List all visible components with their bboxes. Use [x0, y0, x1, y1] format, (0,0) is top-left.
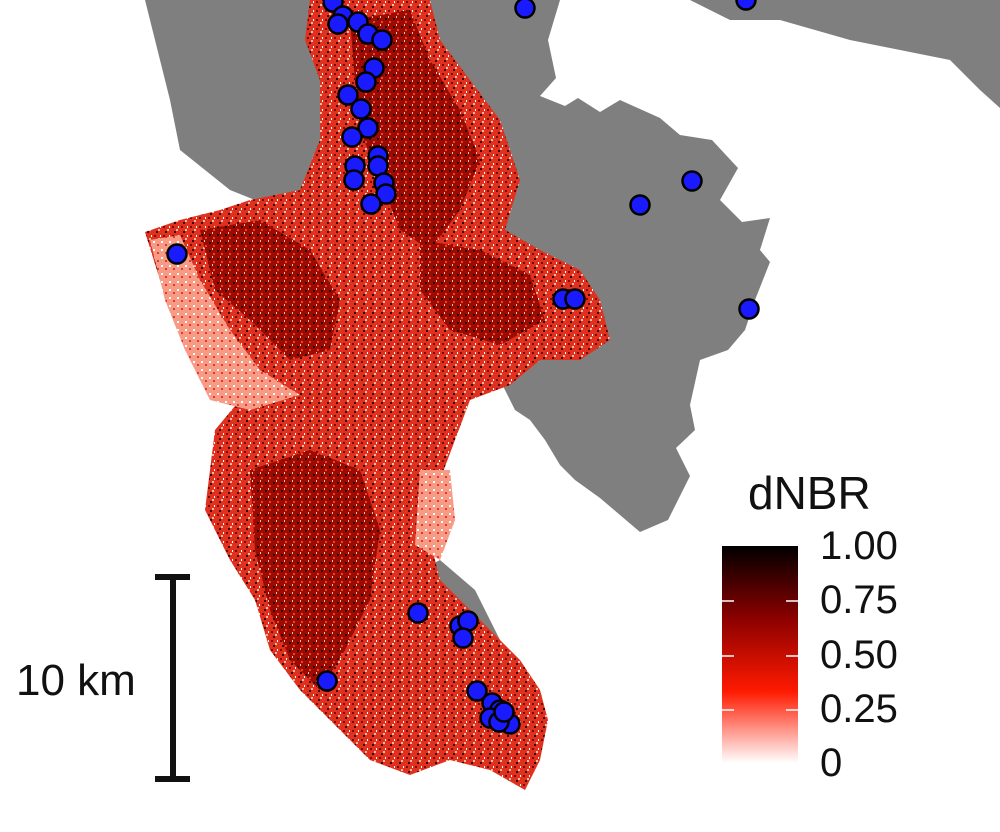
burned-area-main [145, 0, 610, 790]
sample-point [514, 0, 536, 19]
sample-point [681, 170, 703, 192]
sample-point [327, 13, 349, 35]
legend-tick-label: 0.25 [820, 686, 898, 731]
burned-area-light-south [415, 470, 455, 560]
burned-area-light-west [150, 235, 300, 410]
burned-area-dark-core-west [200, 220, 340, 360]
sample-point [564, 288, 586, 310]
sample-point [407, 602, 429, 624]
sample-point [341, 126, 363, 148]
burned-area-dark-core-south [250, 450, 380, 690]
legend-tick-label: 0 [820, 741, 843, 785]
sample-point [166, 243, 188, 265]
legend-tick-label: 0.75 [820, 578, 898, 623]
sample-point [493, 701, 515, 723]
legend-color-bar [722, 546, 798, 763]
sample-point [316, 670, 338, 692]
scale-bar-label: 10 km [16, 656, 136, 705]
sample-point [371, 29, 393, 51]
sample-point [355, 71, 377, 93]
sample-point [337, 84, 359, 106]
legend-tick-label: 0.50 [820, 632, 898, 677]
burned-area-dark-core-east [420, 240, 545, 345]
sample-point [738, 298, 760, 320]
sample-point [629, 194, 651, 216]
sample-points [166, 0, 760, 735]
legend-tick-label: 1.00 [820, 524, 898, 568]
sample-point [357, 117, 379, 139]
legend-title: dNBR [748, 467, 871, 519]
legend-tick-mark [722, 708, 798, 711]
sample-point [343, 169, 365, 191]
sample-point [375, 183, 397, 205]
scale-bar [155, 574, 190, 782]
sample-point [360, 193, 382, 215]
legend-tick-mark [722, 600, 798, 603]
unburned-area-northeast [690, 0, 1000, 108]
sample-point [350, 98, 372, 120]
sample-point [735, 0, 757, 11]
sample-point [466, 680, 488, 702]
sample-point [452, 627, 474, 649]
legend-tick-mark [722, 654, 798, 657]
